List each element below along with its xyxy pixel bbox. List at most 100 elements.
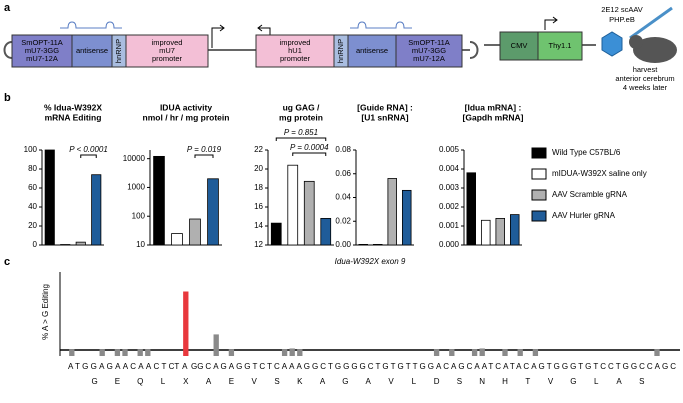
syringe-icon [629, 6, 673, 40]
sequence: TAG [174, 362, 197, 371]
bar [153, 155, 165, 246]
label: antisense [76, 46, 108, 55]
bar [401, 189, 412, 246]
bar [281, 349, 288, 356]
bar [207, 178, 219, 246]
legend-swatch [531, 210, 547, 222]
y-tick-label: 0.002 [439, 202, 460, 211]
label: improved [152, 38, 183, 47]
chart-title: [Idua mRNA] : [465, 102, 522, 112]
bar [99, 349, 105, 356]
amino-acid: T [525, 377, 530, 386]
label: SmOPT-11A [408, 38, 450, 47]
panel-label: a [4, 2, 11, 14]
sequence: ATGGAGAACAACTC [68, 362, 175, 371]
y-tick-label: 0.08 [335, 145, 351, 154]
bar [137, 349, 143, 356]
amino-acid: N [479, 377, 485, 386]
bar [466, 172, 476, 246]
y-tick-label: 0.06 [335, 169, 351, 178]
bar [122, 349, 128, 356]
y-tick-label: 12 [254, 240, 263, 249]
sig-bracket [275, 137, 327, 141]
amino-acid: S [457, 377, 462, 386]
y-tick-label: 18 [254, 183, 263, 192]
bar [69, 349, 75, 356]
bar [372, 244, 383, 246]
label: 4 weeks later [623, 83, 668, 92]
promoter-box [125, 34, 209, 68]
bar [387, 178, 397, 246]
bar [358, 244, 368, 246]
bar [471, 349, 478, 356]
amino-acid: A [320, 377, 326, 386]
bar [228, 349, 235, 356]
y-tick-label: 0.001 [439, 221, 460, 230]
label: improved [280, 38, 311, 47]
label: mU7-12A [26, 54, 58, 63]
bar [654, 349, 660, 356]
amino-acid: V [388, 377, 394, 386]
y-tick-label: 100 [24, 145, 38, 154]
y-tick-label: 100 [132, 211, 146, 220]
y-tick-label: 10 [136, 240, 145, 249]
amino-acid: G [570, 377, 576, 386]
mouse-icon [629, 35, 643, 49]
bar [297, 349, 303, 356]
bar [183, 291, 189, 356]
cmv-box [499, 31, 539, 61]
label: hU1 [288, 46, 302, 55]
sequence: GCAGAGGTCTCAAAGGCTGGGGCTGTGTTGGACAGCAATC… [197, 362, 676, 371]
bar [449, 349, 455, 356]
antisense-box [71, 34, 113, 68]
y-tick-label: 0.00 [335, 240, 351, 249]
p-value: P = 0.0004 [290, 143, 329, 152]
cassette-box [11, 34, 73, 68]
bar [189, 218, 201, 246]
label: harvest [633, 65, 659, 74]
y-tick-label: 0.005 [439, 145, 460, 154]
y-tick-label: 0 [33, 240, 38, 249]
bar [270, 222, 282, 246]
label: 2E12 scAAV [601, 5, 643, 14]
y-tick-label: 60 [28, 183, 37, 192]
chart-title: ug GAG / [283, 102, 320, 112]
amino-acid: E [115, 377, 120, 386]
y-tick-label: 10000 [123, 154, 146, 163]
amino-acid: A [366, 377, 372, 386]
y-tick-label: 22 [254, 145, 263, 154]
bar [320, 217, 332, 246]
y-tick-label: 14 [254, 221, 263, 230]
y-tick-label: 0.004 [439, 164, 460, 173]
bar [502, 349, 508, 356]
thy-box [537, 31, 583, 61]
panel-label: b [4, 92, 11, 104]
label: mU7 [159, 46, 175, 55]
label: Thy1.1 [549, 41, 572, 50]
label: mU7-3GG [412, 46, 446, 55]
legend-swatch [531, 147, 547, 159]
bar [509, 214, 520, 246]
y-tick-label: 20 [254, 164, 263, 173]
label: promoter [280, 54, 311, 63]
chart-title: % Idua-W392X [44, 102, 102, 112]
amino-acid: D [434, 377, 440, 386]
bar [480, 219, 491, 246]
legend-swatch [531, 168, 547, 180]
label: CMV [511, 41, 528, 50]
bar [287, 164, 299, 246]
sig-bracket [292, 152, 327, 156]
chart-title: mg protein [279, 112, 323, 122]
bar [433, 349, 440, 356]
amino-acid: L [412, 377, 417, 386]
chart-title: IDUA activity [160, 102, 212, 112]
amino-acid: L [161, 377, 166, 386]
bar [44, 149, 55, 246]
amino-acid: S [274, 377, 279, 386]
bar [213, 334, 219, 356]
y-tick-label: 40 [28, 202, 37, 211]
label: hnRNP [114, 39, 123, 63]
p-value: P = 0.851 [284, 128, 318, 137]
bar [517, 349, 523, 356]
